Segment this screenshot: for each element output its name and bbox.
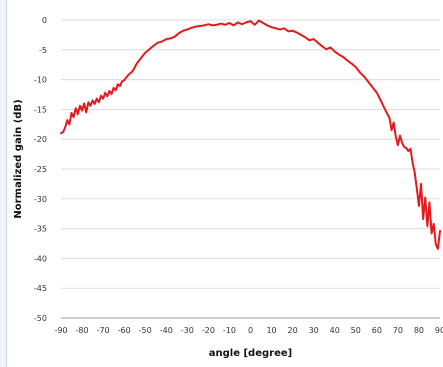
y-tick-label: -5 [39,46,47,55]
x-tick-label: -10 [223,326,236,335]
grid-layer [61,19,440,319]
x-tick-label: 40 [330,326,340,335]
y-tick-label: -35 [34,225,47,234]
y-tick-label: -50 [34,314,47,323]
gain-series-line [60,19,441,250]
x-tick-label: -70 [97,326,110,335]
y-tick-label: -30 [34,195,47,204]
x-tick-label: -60 [118,326,131,335]
gain-chart: 0 -5 -10 -15 -20 -25 -30 -35 -40 -45 -50 -90 -80 -70… [13,16,443,359]
x-tick-label: -80 [76,326,89,335]
x-tick-label: 60 [372,326,382,335]
x-tick-label: 90 [435,326,443,335]
y-tick-label: -20 [34,135,47,144]
x-tick-label: 30 [309,326,319,335]
x-tick-label: -30 [181,326,194,335]
x-tick-label: -90 [54,326,67,335]
x-tick-label: 10 [266,326,276,335]
x-tick-label: -40 [160,326,173,335]
x-tick-label: 50 [351,326,361,335]
x-tick-labels: -90 -80 -70 -60 -50 -40 -30 -20 -10 0 10 20 30 40 50 60… [54,326,443,335]
chart-panel: 0 -5 -10 -15 -20 -25 -30 -35 -40 -45 -50 -90 -80 -70… [6,0,443,367]
y-tick-label: -10 [34,76,47,85]
x-tick-label: 20 [288,326,298,335]
y-tick-labels: 0 -5 -10 -15 -20 -25 -30 -35 -40 -45 -50 [34,16,47,323]
y-tick-label: 0 [42,16,47,25]
x-tick-label: 80 [414,326,424,335]
y-tick-label: -40 [34,254,47,263]
x-tick-label: 0 [248,326,253,335]
x-tick-label: 70 [393,326,403,335]
y-tick-label: -25 [34,165,47,174]
x-axis-label: angle [degree] [209,348,292,359]
y-tick-label: -15 [34,105,47,114]
x-tick-label: -20 [202,326,215,335]
series-layer [60,19,441,250]
y-tick-label: -45 [34,284,47,293]
x-tick-label: -50 [139,326,152,335]
y-axis-label: Normalized gain (dB) [13,99,24,218]
